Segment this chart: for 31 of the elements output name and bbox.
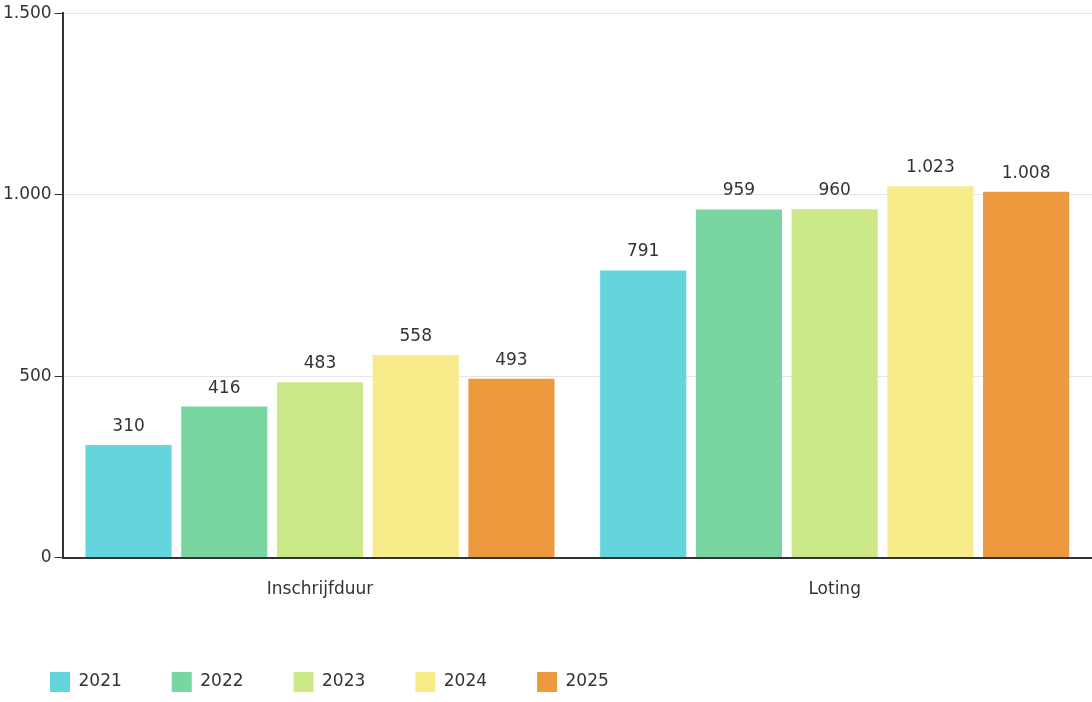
bar [276,382,364,558]
bar [695,209,783,558]
legend-label: 2024 [443,670,488,691]
x-tick-label: Inschrijfduur [266,578,374,599]
data-label: 960 [818,179,851,200]
x-tick-label: Loting [808,578,861,599]
data-label: 791 [626,240,660,261]
bar [600,270,687,558]
bar [791,209,878,558]
bar [181,406,268,558]
bar [887,186,974,558]
y-tick-label: 1.000 [3,183,52,204]
data-label: 310 [112,415,145,436]
data-label: 1.023 [906,156,955,177]
y-tick-label: 0 [40,546,52,567]
data-label: 493 [495,348,528,369]
y-tick-label: 1.500 [3,1,52,22]
bar [372,355,459,558]
data-label: 558 [399,325,432,346]
data-label: 959 [722,179,756,200]
data-label: 1.008 [1001,161,1051,182]
legend-label: 2025 [565,670,609,691]
legend-label: 2023 [322,670,366,691]
bar [85,445,172,558]
bar [983,191,1070,558]
bar [468,378,555,558]
data-label: 416 [208,376,241,397]
data-label: 483 [303,352,337,373]
legend-label: 2021 [78,670,122,691]
y-tick-label: 500 [19,364,52,385]
legend-label: 2022 [200,670,244,691]
